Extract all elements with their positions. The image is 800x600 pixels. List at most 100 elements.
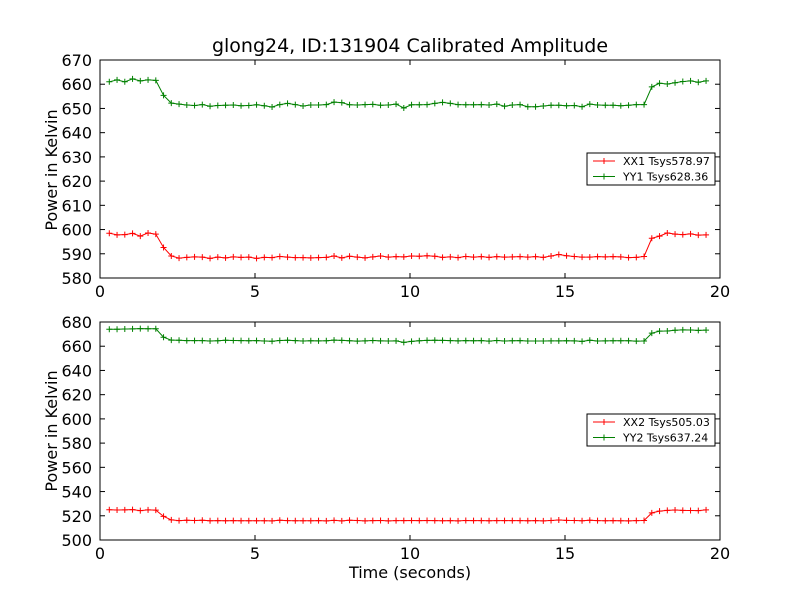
data-point bbox=[586, 337, 593, 344]
data-point bbox=[617, 102, 624, 109]
data-point bbox=[315, 337, 322, 344]
data-point bbox=[276, 101, 283, 108]
data-point bbox=[579, 254, 586, 261]
data-point bbox=[160, 244, 167, 251]
data-point bbox=[532, 103, 539, 110]
data-point bbox=[416, 101, 423, 108]
data-point bbox=[478, 517, 485, 524]
data-point bbox=[493, 253, 500, 260]
data-point bbox=[695, 507, 702, 514]
data-point bbox=[532, 338, 539, 345]
data-point bbox=[238, 337, 245, 344]
data-point bbox=[137, 233, 144, 240]
data-point bbox=[408, 101, 415, 108]
data-point bbox=[633, 101, 640, 108]
x-tick-label: 20 bbox=[710, 544, 730, 563]
legend-label: YY2 Tsys637.24 bbox=[622, 432, 708, 445]
data-point bbox=[579, 103, 586, 110]
data-point bbox=[276, 337, 283, 344]
data-point bbox=[501, 517, 508, 524]
data-point bbox=[594, 517, 601, 524]
data-point bbox=[687, 77, 694, 84]
y-tick-label: 500 bbox=[61, 531, 92, 550]
data-point bbox=[377, 102, 384, 109]
data-point bbox=[183, 102, 190, 109]
data-point bbox=[354, 517, 361, 524]
data-point bbox=[571, 253, 578, 260]
data-point bbox=[245, 517, 252, 524]
y-axis-title: Power in Kelvin bbox=[42, 370, 61, 491]
data-point bbox=[462, 101, 469, 108]
legend-marker bbox=[601, 419, 607, 425]
data-point bbox=[230, 102, 237, 109]
series-yy2 bbox=[106, 325, 710, 346]
data-point bbox=[284, 337, 291, 344]
legend-marker bbox=[601, 158, 607, 164]
legend: XX1 Tsys578.97 YY1 Tsys628.36 bbox=[586, 152, 716, 186]
data-point bbox=[625, 254, 632, 261]
data-point bbox=[672, 79, 679, 86]
data-point bbox=[323, 101, 330, 108]
data-point bbox=[672, 327, 679, 334]
data-point bbox=[385, 517, 392, 524]
data-point bbox=[385, 102, 392, 109]
data-point bbox=[571, 337, 578, 344]
data-point bbox=[540, 517, 547, 524]
data-point bbox=[168, 516, 175, 523]
data-point bbox=[331, 337, 338, 344]
data-point bbox=[307, 517, 314, 524]
data-point bbox=[152, 325, 159, 332]
data-point bbox=[238, 254, 245, 261]
y-tick-label: 590 bbox=[61, 245, 92, 264]
data-point bbox=[532, 517, 539, 524]
data-point bbox=[617, 253, 624, 260]
data-point bbox=[346, 101, 353, 108]
series-xx1 bbox=[106, 229, 710, 262]
data-point bbox=[455, 101, 462, 108]
data-point bbox=[431, 517, 438, 524]
data-point bbox=[602, 337, 609, 344]
data-point bbox=[307, 254, 314, 261]
legend-label: YY1 Tsys628.36 bbox=[622, 171, 708, 184]
data-point bbox=[455, 337, 462, 344]
data-point bbox=[563, 337, 570, 344]
y-tick-label: 660 bbox=[61, 337, 92, 356]
data-point bbox=[106, 326, 113, 333]
data-point bbox=[563, 102, 570, 109]
data-point bbox=[548, 517, 555, 524]
data-point bbox=[145, 506, 152, 513]
data-point bbox=[191, 337, 198, 344]
data-point bbox=[656, 233, 663, 240]
data-point bbox=[385, 338, 392, 345]
data-point bbox=[121, 506, 128, 513]
data-point bbox=[493, 337, 500, 344]
data-point bbox=[284, 517, 291, 524]
data-point bbox=[331, 517, 338, 524]
legend-label: XX2 Tsys505.03 bbox=[623, 416, 710, 429]
data-point bbox=[137, 77, 144, 84]
data-point bbox=[439, 337, 446, 344]
data-point bbox=[199, 517, 206, 524]
data-point bbox=[501, 254, 508, 261]
data-point bbox=[331, 99, 338, 106]
data-point bbox=[145, 325, 152, 332]
data-point bbox=[517, 337, 524, 344]
data-point bbox=[106, 78, 113, 85]
data-point bbox=[447, 337, 454, 344]
data-point bbox=[695, 232, 702, 239]
data-point bbox=[555, 337, 562, 344]
data-point bbox=[369, 101, 376, 108]
data-point bbox=[214, 337, 221, 344]
data-point bbox=[431, 253, 438, 260]
data-point bbox=[114, 326, 121, 333]
data-point bbox=[633, 254, 640, 261]
x-tick-label: 5 bbox=[250, 282, 260, 301]
data-point bbox=[555, 517, 562, 524]
data-point bbox=[338, 254, 345, 261]
data-point bbox=[664, 229, 671, 236]
chart-calibrated-amplitude-1: glong24, ID:131904 Calibrated Amplitude … bbox=[42, 35, 730, 301]
x-tick-label: 0 bbox=[95, 544, 105, 563]
data-point bbox=[610, 102, 617, 109]
data-point bbox=[362, 337, 369, 344]
data-point bbox=[284, 254, 291, 261]
